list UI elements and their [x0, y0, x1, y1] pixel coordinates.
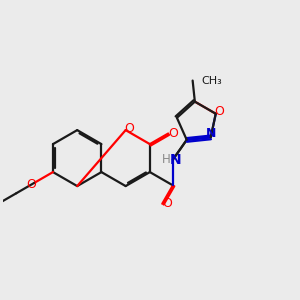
Text: O: O [26, 178, 36, 191]
Text: CH₃: CH₃ [201, 76, 222, 85]
Text: O: O [214, 105, 224, 118]
Text: O: O [124, 122, 134, 135]
Text: H: H [162, 153, 171, 166]
Text: N: N [206, 127, 216, 140]
Text: N: N [169, 153, 181, 166]
Text: O: O [168, 127, 178, 140]
Text: O: O [162, 197, 172, 210]
